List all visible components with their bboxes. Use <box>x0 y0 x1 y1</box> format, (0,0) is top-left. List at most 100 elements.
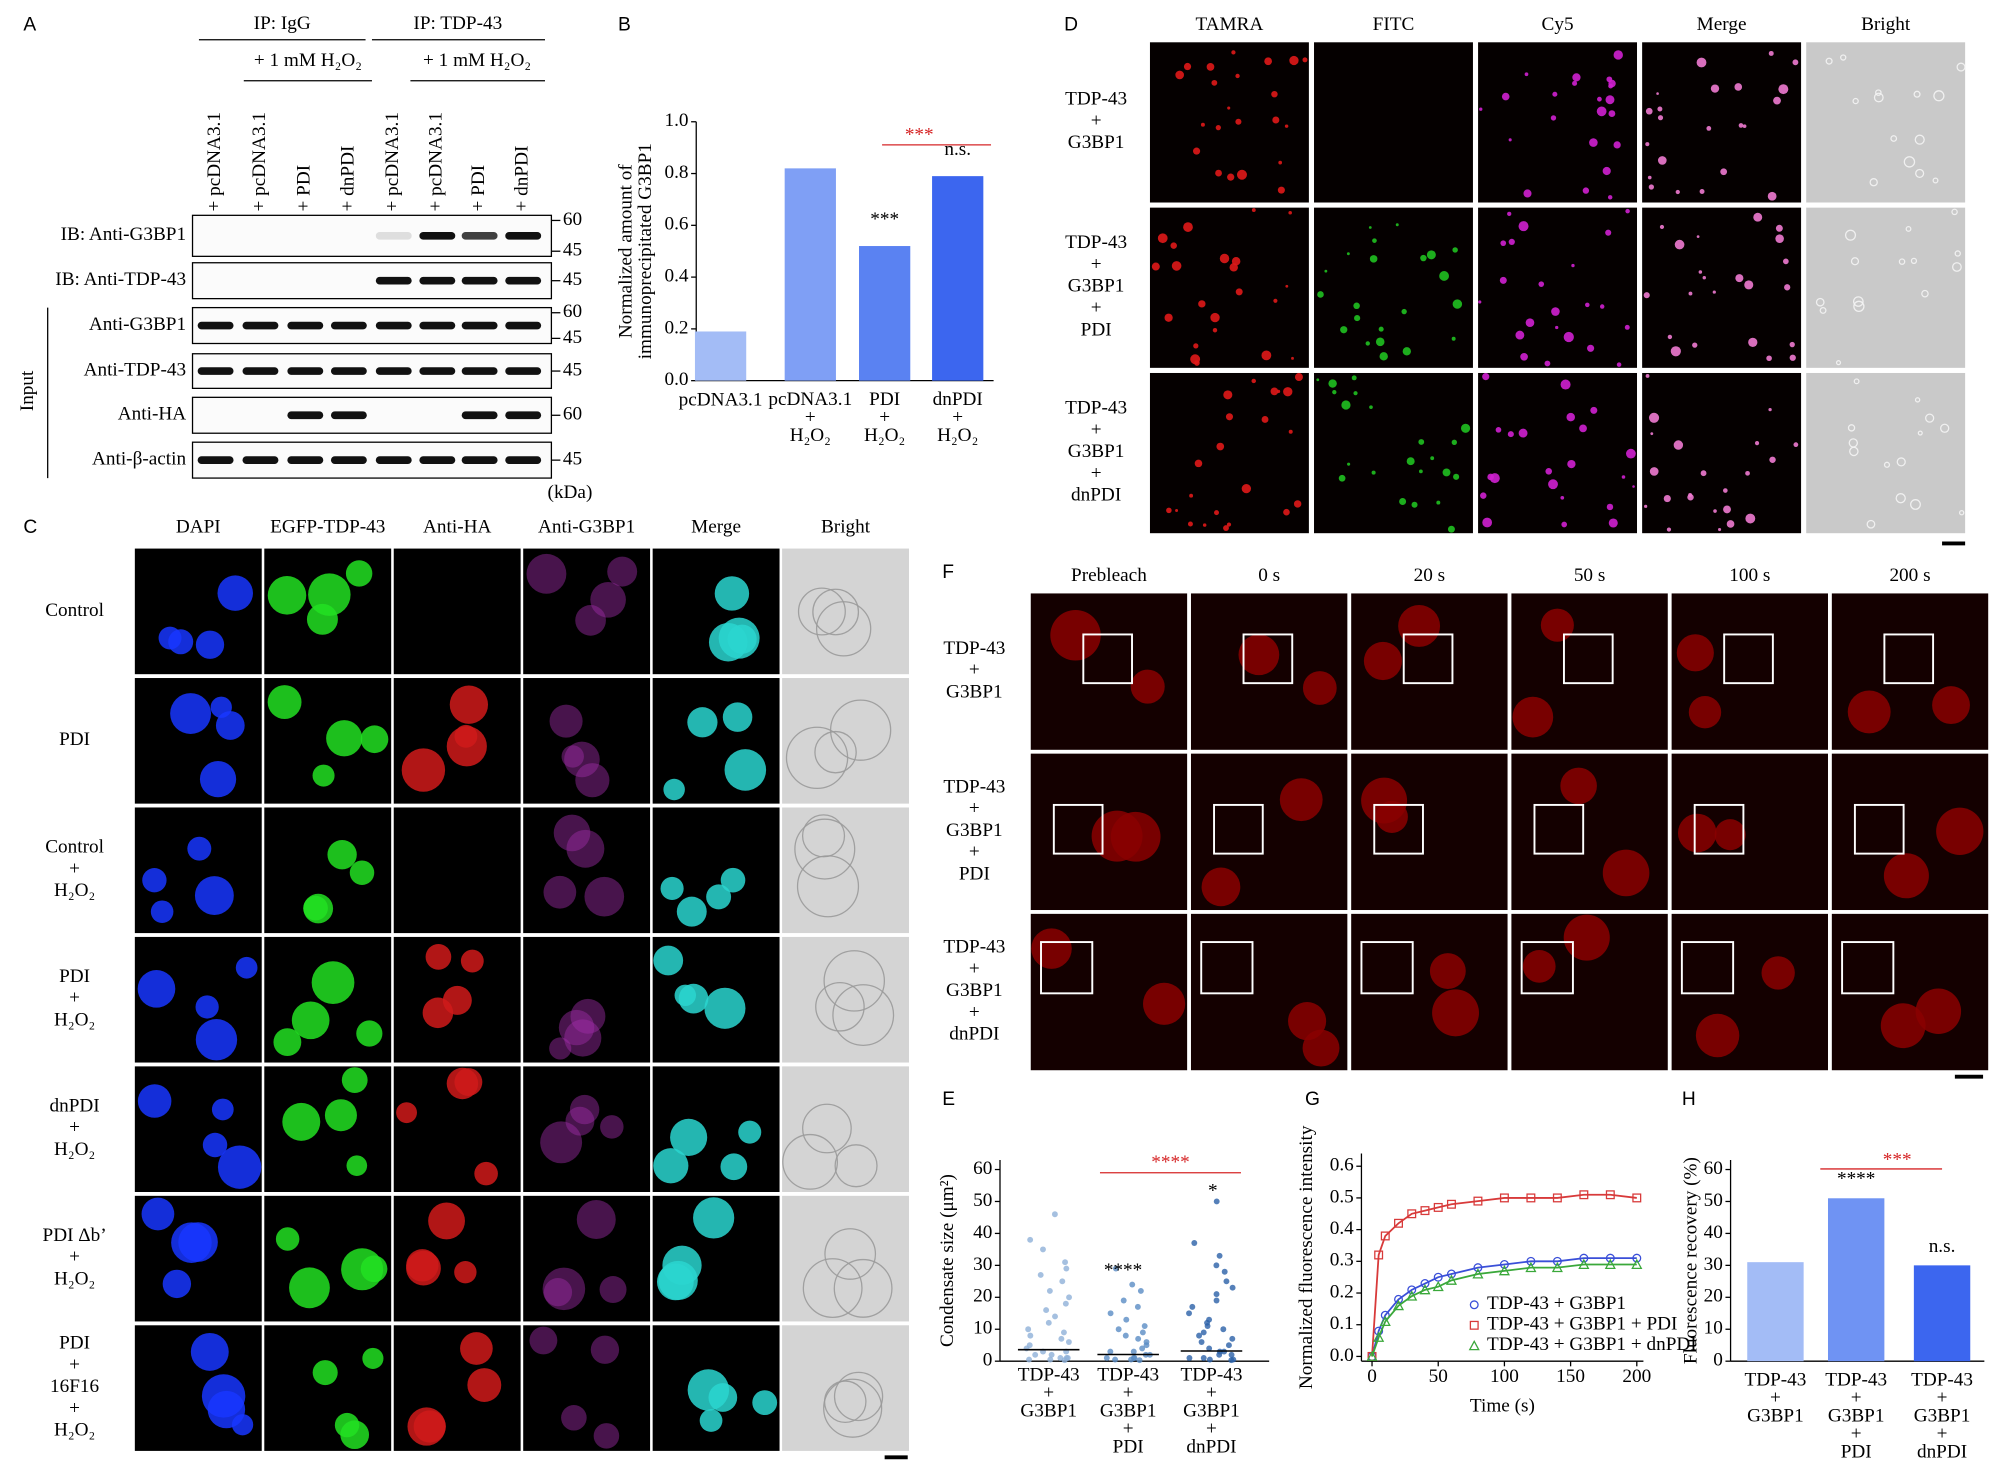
band <box>242 321 279 330</box>
data-point <box>1128 1356 1135 1363</box>
blob <box>1235 73 1240 79</box>
bar <box>694 331 747 381</box>
blob <box>1482 517 1493 528</box>
blob <box>1742 124 1747 129</box>
blob <box>1936 807 1984 855</box>
bleach-roi <box>1373 803 1424 855</box>
y-tick-label: 40 <box>1704 1222 1723 1243</box>
blob <box>1700 470 1707 477</box>
micrograph <box>1149 207 1309 368</box>
blob <box>1231 50 1236 55</box>
blob <box>1495 427 1502 433</box>
blob <box>1302 671 1337 705</box>
x-axis-label: Time (s) <box>1470 1396 1535 1417</box>
blob <box>1194 360 1200 366</box>
blob <box>1538 281 1545 287</box>
blob <box>1571 263 1575 268</box>
bleach-roi <box>1402 633 1454 685</box>
blob <box>1723 505 1731 514</box>
blob <box>1783 258 1789 265</box>
blob <box>1227 173 1235 181</box>
blob <box>187 836 212 861</box>
ip-header: IP: TDP-43 <box>413 13 502 34</box>
blob <box>1552 91 1558 97</box>
micrograph <box>1806 42 1966 203</box>
band <box>419 367 456 375</box>
blob <box>1353 302 1360 310</box>
blob <box>1921 289 1929 298</box>
blob <box>170 693 212 734</box>
marker <box>1432 1280 1444 1292</box>
bleach-roi <box>1562 633 1614 685</box>
blob <box>1293 500 1302 508</box>
micrograph <box>1149 372 1309 534</box>
blob <box>590 1335 620 1364</box>
blob <box>529 1326 558 1355</box>
blob <box>1572 73 1581 82</box>
bleach-roi <box>1841 941 1895 995</box>
blob <box>796 855 860 918</box>
legend-marker <box>1469 1300 1479 1310</box>
blob <box>195 630 225 659</box>
x-tick-label: 200 <box>1622 1366 1651 1387</box>
blob <box>1210 312 1220 323</box>
blob <box>1451 439 1457 445</box>
blob <box>1482 373 1490 381</box>
bleach-roi <box>1242 633 1294 685</box>
blob <box>590 581 626 618</box>
blob <box>1567 459 1576 469</box>
band <box>461 411 498 420</box>
blob <box>1512 696 1554 738</box>
blob <box>1402 347 1411 356</box>
column-header: TAMRA <box>1195 14 1263 35</box>
blob <box>653 945 684 976</box>
blob <box>1340 326 1348 334</box>
blob <box>1674 239 1685 250</box>
blob <box>1508 138 1512 142</box>
blob <box>1212 328 1218 333</box>
blot-label: Anti-β-actin <box>92 449 186 470</box>
data-point <box>1037 1271 1044 1278</box>
blot-label: IB: Anti-TDP-43 <box>55 269 186 290</box>
blob <box>446 726 487 767</box>
treatment: + 1 mM H₂O₂ <box>254 50 362 71</box>
column-header: DAPI <box>176 516 221 537</box>
blob <box>1235 288 1243 296</box>
blob <box>1235 118 1242 125</box>
data-point <box>1122 1332 1129 1339</box>
blob <box>1645 107 1653 115</box>
blob <box>1585 302 1590 308</box>
marker <box>1394 1294 1403 1304</box>
blob <box>207 1390 246 1429</box>
blob <box>1954 250 1961 257</box>
blob <box>1284 124 1289 128</box>
data-point <box>1043 1307 1050 1314</box>
blob <box>834 1144 878 1188</box>
blob <box>1915 988 1962 1035</box>
data-point <box>1130 1348 1137 1355</box>
band <box>375 367 412 375</box>
blob <box>561 745 584 768</box>
blob <box>1734 83 1743 91</box>
band <box>461 456 498 464</box>
marker <box>1406 1290 1418 1301</box>
data-point <box>1213 1297 1220 1304</box>
blob <box>334 1412 360 1438</box>
mw-label: 60 <box>563 404 582 425</box>
marker <box>1499 1260 1509 1269</box>
band <box>242 456 279 464</box>
blot-label: Anti-G3BP1 <box>89 314 186 335</box>
data-point <box>1225 1342 1232 1349</box>
blob <box>1932 177 1939 184</box>
blob <box>341 1248 384 1291</box>
blob <box>1225 413 1234 421</box>
blob <box>291 1001 330 1040</box>
row-label: PDI <box>59 729 90 750</box>
blob <box>1273 298 1278 303</box>
blob <box>720 867 746 893</box>
blob <box>267 685 302 719</box>
blob <box>797 587 846 636</box>
x-tick-label: TDP-43 + G3BP1 + PDI <box>1097 1365 1159 1458</box>
ip-header: IP: IgG <box>254 13 311 34</box>
marker <box>1420 1206 1430 1216</box>
